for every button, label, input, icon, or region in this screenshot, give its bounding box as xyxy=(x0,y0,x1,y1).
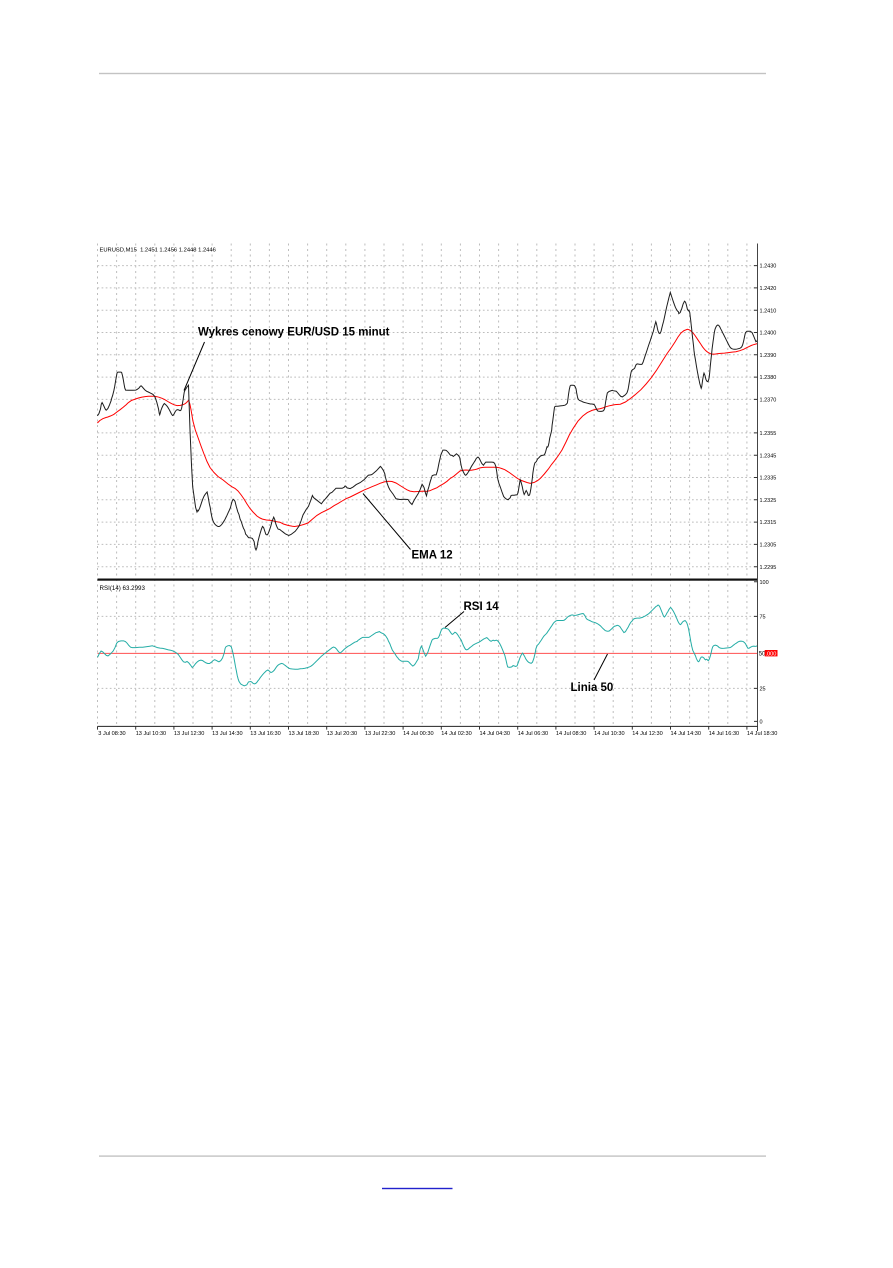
svg-text:1.2370: 1.2370 xyxy=(760,398,777,404)
svg-text:1.2430: 1.2430 xyxy=(760,264,777,270)
svg-text:EMA 12: EMA 12 xyxy=(412,550,453,562)
svg-text:EURUSD,M15 1.2451 1.2456 1.24: EURUSD,M15 1.2451 1.2456 1.2448 1.2446 xyxy=(100,248,216,254)
svg-text:14 Jul 08:30: 14 Jul 08:30 xyxy=(556,731,586,737)
svg-text:14 Jul 14:30: 14 Jul 14:30 xyxy=(671,731,701,737)
svg-text:1.2335: 1.2335 xyxy=(760,476,777,482)
svg-text:14 Jul 18:30: 14 Jul 18:30 xyxy=(747,731,777,737)
svg-text:13 Jul 18:30: 13 Jul 18:30 xyxy=(289,731,319,737)
svg-text:14 Jul 04:30: 14 Jul 04:30 xyxy=(480,731,510,737)
svg-text:14 Jul 06:30: 14 Jul 06:30 xyxy=(518,731,548,737)
svg-text:Wykres cenowy EUR/USD 15 minut: Wykres cenowy EUR/USD 15 minut xyxy=(198,327,390,339)
svg-text:14 Jul 02:30: 14 Jul 02:30 xyxy=(441,731,471,737)
svg-text:14 Jul 10:30: 14 Jul 10:30 xyxy=(594,731,624,737)
svg-text:13 Jul 10:30: 13 Jul 10:30 xyxy=(136,731,166,737)
svg-text:3 Jul 08:30: 3 Jul 08:30 xyxy=(98,731,125,737)
svg-text:1.2390: 1.2390 xyxy=(760,353,777,359)
svg-text:75: 75 xyxy=(760,615,766,621)
svg-text:1.2400: 1.2400 xyxy=(760,331,777,337)
svg-text:100: 100 xyxy=(760,580,769,586)
svg-text:14 Jul 12:30: 14 Jul 12:30 xyxy=(632,731,662,737)
svg-text:13 Jul 16:30: 13 Jul 16:30 xyxy=(250,731,280,737)
svg-text:1.2305: 1.2305 xyxy=(760,543,777,549)
svg-text:1.2325: 1.2325 xyxy=(760,498,777,504)
svg-text:RSI(14) 63.2993: RSI(14) 63.2993 xyxy=(100,585,146,592)
svg-text:25: 25 xyxy=(760,687,766,693)
svg-text:.000: .000 xyxy=(766,651,777,657)
svg-text:13 Jul 20:30: 13 Jul 20:30 xyxy=(327,731,357,737)
svg-text:13 Jul 12:30: 13 Jul 12:30 xyxy=(174,731,204,737)
svg-text:14 Jul 16:30: 14 Jul 16:30 xyxy=(709,731,739,737)
svg-text:1.2355: 1.2355 xyxy=(760,431,777,437)
svg-text:1.2420: 1.2420 xyxy=(760,286,777,292)
svg-text:13 Jul 22:30: 13 Jul 22:30 xyxy=(365,731,395,737)
svg-text:50: 50 xyxy=(759,652,766,658)
svg-text:RSI 14: RSI 14 xyxy=(464,601,500,613)
svg-text:1.2380: 1.2380 xyxy=(760,375,777,381)
svg-text:1.2315: 1.2315 xyxy=(760,520,777,526)
svg-text:Linia 50: Linia 50 xyxy=(571,682,614,694)
svg-text:1.2295: 1.2295 xyxy=(760,565,777,571)
svg-text:1.2410: 1.2410 xyxy=(760,308,777,314)
svg-text:1.2345: 1.2345 xyxy=(760,453,777,459)
svg-text:0: 0 xyxy=(760,720,763,726)
svg-text:13 Jul 14:30: 13 Jul 14:30 xyxy=(212,731,242,737)
svg-text:14 Jul 00:30: 14 Jul 00:30 xyxy=(403,731,433,737)
